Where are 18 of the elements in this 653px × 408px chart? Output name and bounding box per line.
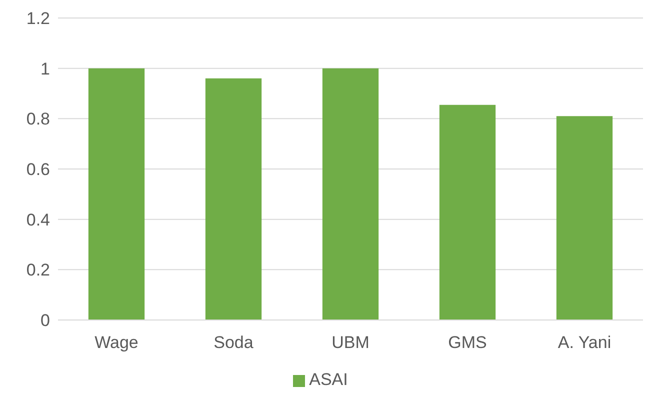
legend-label: ASAI (309, 370, 348, 389)
bar (88, 68, 145, 320)
y-tick-label: 1 (40, 59, 50, 78)
y-tick-label: 0.6 (26, 160, 50, 180)
x-tick-label: A. Yani (558, 333, 612, 352)
bar (205, 78, 262, 320)
y-tick-label: 0 (40, 311, 50, 330)
bar (439, 104, 496, 320)
y-tick-label: 0.8 (26, 110, 50, 129)
y-tick-label: 0.2 (26, 260, 50, 280)
x-tick-label: Soda (214, 333, 254, 352)
x-tick-label: Wage (94, 333, 138, 352)
x-tick-label: UBM (332, 333, 370, 352)
bar (322, 68, 379, 320)
bar (556, 116, 613, 320)
y-tick-label: 0.4 (26, 210, 50, 230)
x-tick-label: GMS (448, 333, 487, 352)
y-tick-label: 1.2 (26, 9, 50, 28)
